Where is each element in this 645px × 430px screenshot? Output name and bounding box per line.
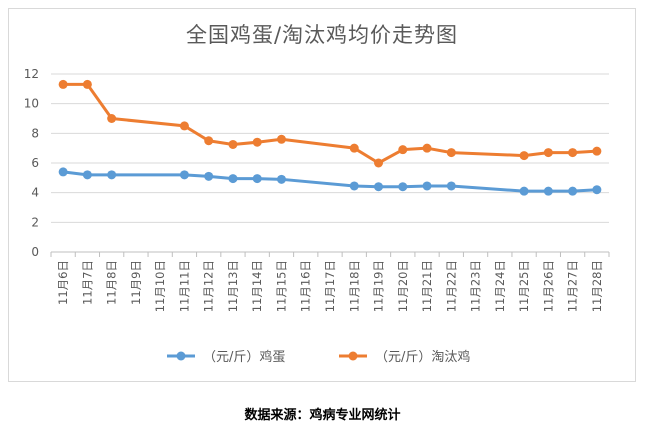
y-tick-label: 2 — [31, 215, 39, 229]
data-point — [228, 174, 238, 184]
data-point — [82, 79, 92, 89]
series-line-1 — [63, 82, 597, 165]
data-point — [568, 148, 578, 158]
data-point — [58, 167, 68, 177]
source-note: 数据来源：鸡病专业网统计 — [244, 408, 401, 423]
data-point — [228, 139, 238, 149]
legend-swatch-marker — [176, 351, 186, 361]
x-tick-label: 11月8日 — [105, 260, 119, 305]
data-point — [204, 136, 214, 146]
data-point — [446, 181, 456, 191]
data-point — [519, 151, 529, 161]
chart-frame: 全国鸡蛋/淘汰鸡均价走势图 0 2 4 6 8 10 12 11月6日 11月7日 11月8日 11… — [8, 8, 636, 382]
x-tick-label: 11月26日 — [541, 260, 555, 312]
x-tick-label: 11月9日 — [129, 260, 143, 305]
x-tick-label: 11月27日 — [566, 260, 580, 312]
series-line-0 — [62, 170, 597, 193]
data-point — [374, 158, 384, 168]
x-tick-label: 11月7日 — [80, 260, 94, 305]
data-point — [592, 185, 602, 195]
data-point — [398, 182, 408, 192]
legend-label: （元/斤）鸡蛋 — [203, 349, 285, 365]
x-tick-label: 11月20日 — [396, 260, 410, 312]
data-point — [519, 186, 529, 196]
data-point — [592, 146, 602, 156]
data-point — [543, 186, 553, 196]
y-tick-label: 6 — [31, 156, 39, 170]
x-tick-label: 11月22日 — [444, 260, 458, 312]
data-point — [276, 134, 286, 144]
x-tick-label: 11月21日 — [420, 260, 434, 312]
x-tick-label: 11月24日 — [493, 260, 507, 312]
y-tick-label: 8 — [31, 126, 39, 140]
x-tick-label: 11月16日 — [299, 260, 313, 312]
legend-label: （元/斤）淘汰鸡 — [375, 349, 470, 365]
data-point — [422, 181, 432, 191]
data-point — [252, 137, 262, 147]
x-tick-label: 11月25日 — [517, 260, 531, 312]
chart-title: 全国鸡蛋/淘汰鸡均价走势图 — [185, 23, 459, 47]
line-chart: 0 2 4 6 8 10 12 11月6日 11月7日 11月8日 11月9日 11月10日 11月11… — [24, 67, 610, 365]
data-point — [446, 148, 456, 158]
x-tick-label: 11月10日 — [153, 260, 167, 312]
legend-swatch-marker — [348, 351, 358, 361]
x-tick-label: 11月15日 — [274, 260, 288, 312]
data-point — [543, 148, 553, 158]
data-point — [107, 114, 117, 123]
data-point — [82, 170, 92, 180]
data-point — [276, 174, 286, 184]
data-point — [107, 170, 117, 180]
x-tick-label: 11月23日 — [469, 260, 483, 312]
y-tick-label: 10 — [24, 97, 39, 111]
y-tick-label: 0 — [31, 245, 39, 259]
data-point — [58, 79, 68, 89]
x-tick-label: 11月13日 — [226, 260, 240, 312]
x-tick-label: 11月17日 — [323, 260, 337, 312]
x-tick-label: 11月6日 — [56, 260, 70, 305]
x-tick-label: 11月12日 — [202, 260, 216, 312]
data-point — [398, 145, 408, 155]
y-tick-label: 4 — [31, 186, 39, 200]
data-point — [204, 171, 214, 181]
x-tick-label: 11月14日 — [250, 260, 264, 312]
x-tick-label: 11月11日 — [177, 260, 191, 312]
x-tick-label: 11月19日 — [372, 260, 386, 312]
x-tick-label: 11月28日 — [590, 260, 604, 312]
y-tick-label: 12 — [24, 67, 39, 81]
data-point — [179, 121, 189, 131]
data-point — [422, 143, 432, 153]
data-point — [252, 174, 262, 184]
x-tick-label: 11月18日 — [347, 260, 361, 312]
data-point — [349, 181, 359, 191]
data-point — [568, 186, 578, 196]
data-point — [179, 170, 189, 180]
data-point — [349, 143, 359, 153]
data-point — [374, 182, 384, 192]
